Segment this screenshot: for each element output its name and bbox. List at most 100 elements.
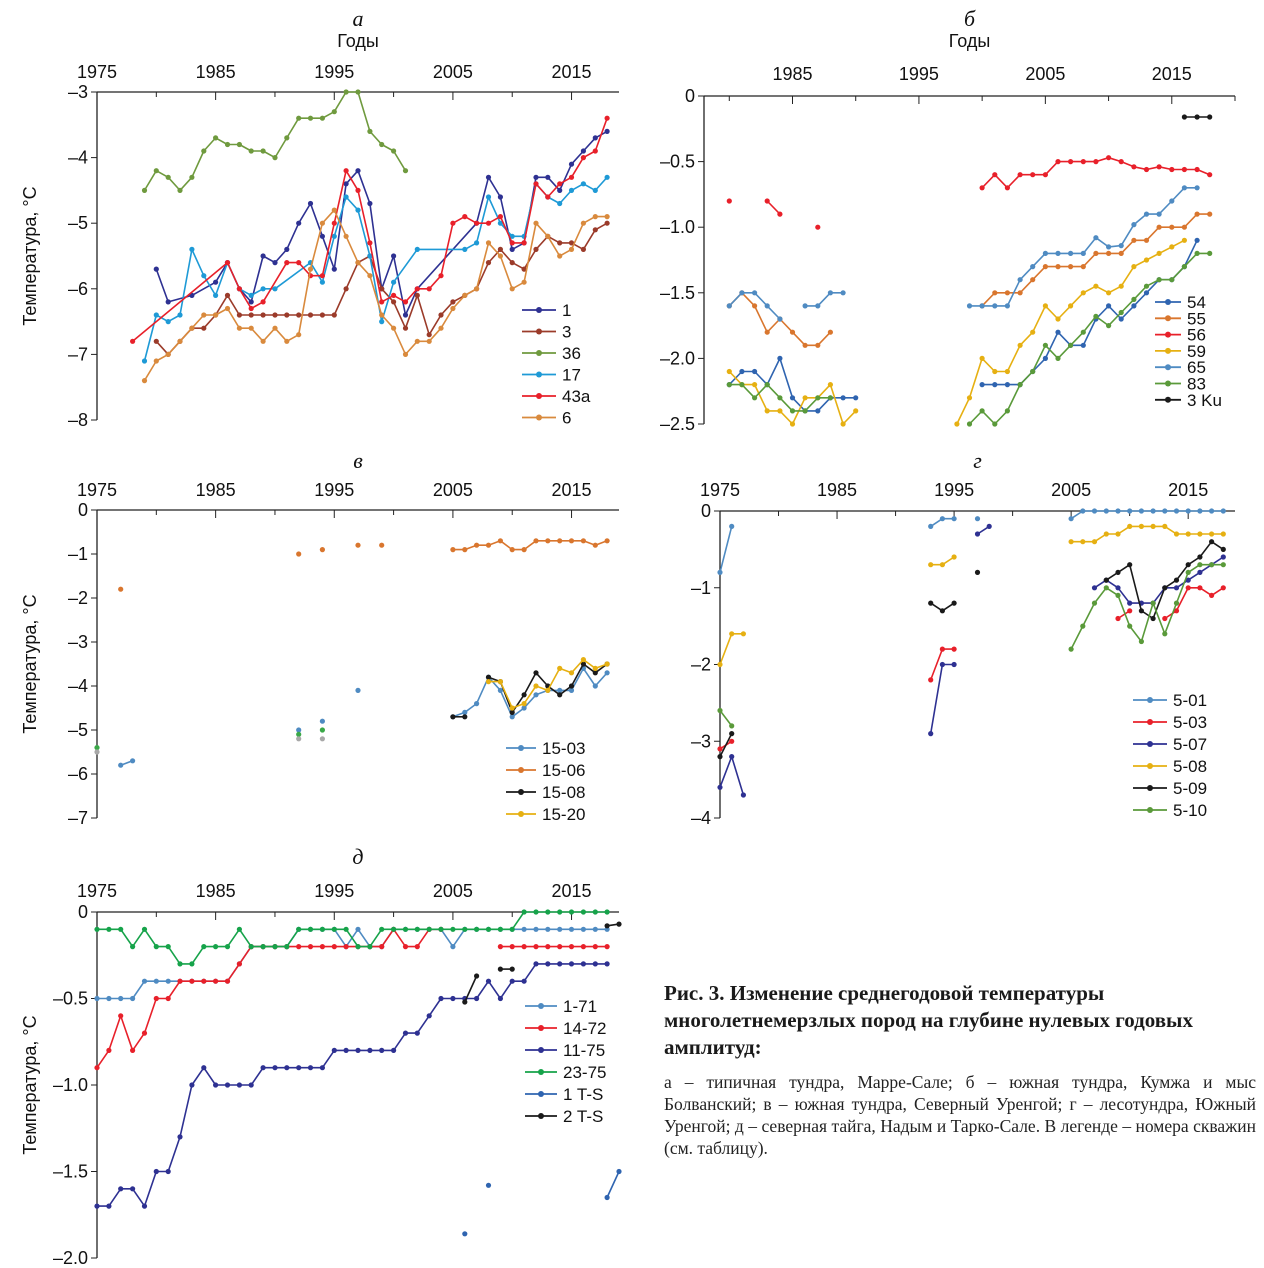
data-point xyxy=(248,299,254,305)
data-point xyxy=(248,305,254,312)
data-point xyxy=(474,926,480,932)
data-point xyxy=(224,1082,231,1088)
data-point xyxy=(1118,250,1124,256)
legend-entry: 15-20 xyxy=(506,805,585,824)
data-point xyxy=(224,260,231,266)
data-point xyxy=(213,292,219,298)
x-tick-label: 1995 xyxy=(314,881,354,901)
series-unlabeled-4 xyxy=(94,727,325,751)
legend-label: 15-08 xyxy=(542,783,585,802)
data-point xyxy=(789,421,796,427)
data-point xyxy=(992,172,998,178)
legend-label: 36 xyxy=(562,344,581,363)
data-point xyxy=(450,926,456,932)
data-point xyxy=(1156,164,1162,170)
data-point xyxy=(319,115,325,121)
data-point xyxy=(1118,243,1124,249)
data-point xyxy=(391,292,397,298)
data-point xyxy=(992,382,998,388)
data-point xyxy=(557,687,563,694)
data-point xyxy=(438,325,444,331)
data-point xyxy=(1194,166,1200,173)
data-point xyxy=(592,148,598,154)
legend-label: 2 T-S xyxy=(563,1107,603,1126)
data-point xyxy=(777,316,783,322)
data-point xyxy=(545,926,551,932)
data-point xyxy=(1080,623,1086,629)
figure-caption: Рис. 3. Изменение среднегодовой температ… xyxy=(664,980,1256,1159)
y-tick-label: –4 xyxy=(691,808,711,828)
data-point xyxy=(1080,264,1086,270)
series-15-08 xyxy=(450,661,610,720)
data-point xyxy=(974,569,981,576)
data-point xyxy=(426,338,432,344)
data-point xyxy=(414,926,420,932)
data-point xyxy=(391,1047,397,1053)
data-point xyxy=(141,1203,148,1209)
data-point xyxy=(118,926,124,932)
legend-entry: 43a xyxy=(522,387,591,406)
data-point xyxy=(355,187,361,193)
legend-label: 5-07 xyxy=(1173,735,1207,754)
data-point xyxy=(1173,577,1180,583)
data-point xyxy=(224,292,231,298)
data-point xyxy=(1150,600,1156,606)
legend-swatch-marker xyxy=(1147,763,1153,769)
data-point xyxy=(1150,508,1156,514)
legend-label: 43a xyxy=(562,387,591,406)
data-point xyxy=(343,168,349,174)
data-point xyxy=(939,608,946,614)
data-point xyxy=(1103,577,1109,583)
data-point xyxy=(521,705,527,711)
data-point xyxy=(764,382,770,388)
data-point xyxy=(592,926,598,932)
data-point xyxy=(568,926,575,932)
x-tick-label: 1975 xyxy=(700,480,740,500)
data-point xyxy=(815,408,821,414)
data-point xyxy=(224,141,231,148)
data-point xyxy=(1131,222,1137,228)
data-point xyxy=(580,926,587,932)
data-point xyxy=(201,273,207,279)
y-tick-label: –1.5 xyxy=(660,283,695,303)
chart-panel-4: г 1975 1985 1995 2005 2015 –4 –3 –2 –1 0 5-01 5-03 5-… xyxy=(691,448,1235,828)
legend-entry: 5-08 xyxy=(1133,757,1207,776)
legend-swatch-marker xyxy=(518,745,524,751)
data-point xyxy=(509,978,515,984)
series-14-72 xyxy=(94,926,610,1071)
data-point xyxy=(438,995,444,1002)
data-point xyxy=(307,266,314,272)
data-point xyxy=(402,312,409,318)
data-point xyxy=(201,1065,207,1071)
data-point xyxy=(729,731,735,737)
data-point xyxy=(118,586,124,592)
data-point xyxy=(545,174,551,180)
series-5-08 xyxy=(717,523,1226,668)
data-point xyxy=(966,421,973,427)
data-point xyxy=(165,299,171,305)
data-point xyxy=(1103,508,1109,514)
data-point xyxy=(1207,172,1213,178)
series-line xyxy=(97,963,608,1207)
data-point xyxy=(153,358,159,364)
data-point xyxy=(1004,368,1011,375)
series-23-75 xyxy=(94,909,610,967)
data-point xyxy=(966,303,973,309)
data-point xyxy=(509,926,515,932)
data-point xyxy=(726,368,732,375)
data-point xyxy=(1093,283,1099,289)
data-point xyxy=(1162,523,1168,530)
data-point xyxy=(979,185,985,191)
data-point xyxy=(331,1047,337,1053)
data-point xyxy=(1042,303,1048,309)
data-point xyxy=(260,148,266,154)
data-point xyxy=(592,961,598,967)
data-point xyxy=(1143,166,1150,173)
legend-label: 11-75 xyxy=(563,1041,605,1060)
data-point xyxy=(928,677,934,683)
data-point xyxy=(717,746,723,752)
series-line xyxy=(97,911,608,965)
series-line xyxy=(719,526,733,573)
data-point xyxy=(1115,531,1121,537)
data-point xyxy=(355,207,361,213)
